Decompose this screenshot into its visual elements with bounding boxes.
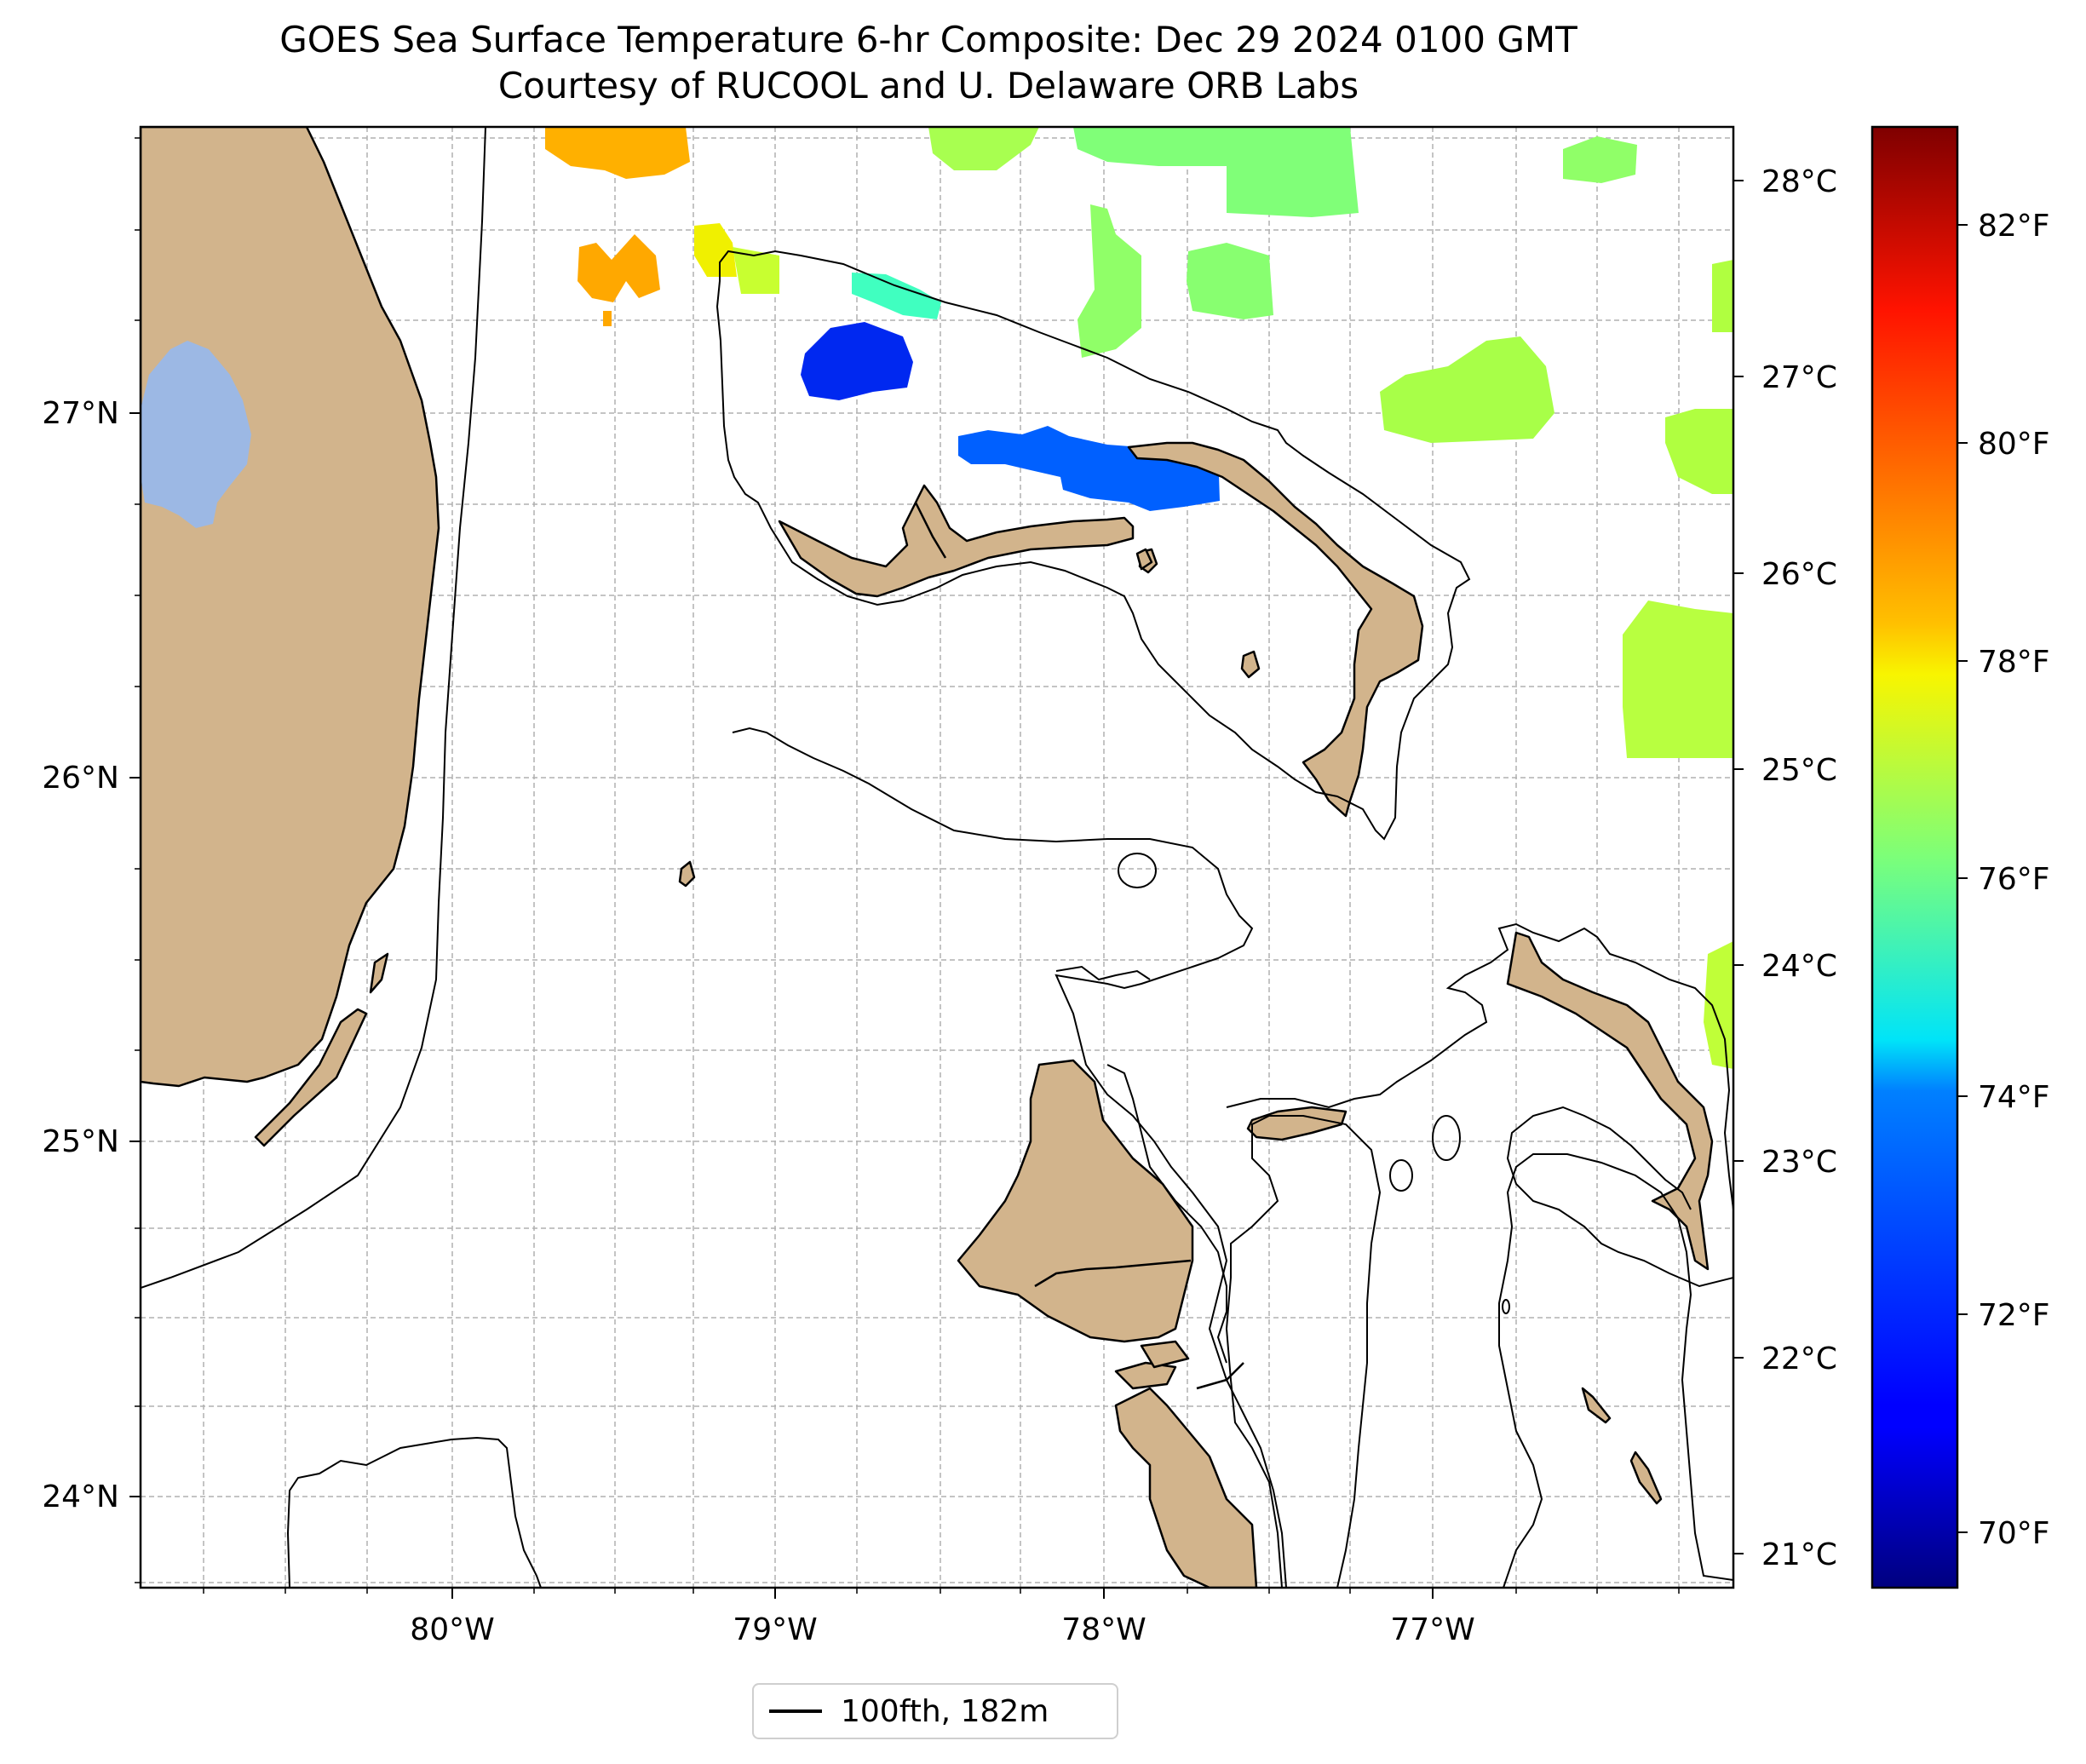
- lake-okeechobee: [141, 341, 251, 528]
- bimini: [678, 860, 696, 888]
- axis-ticks: [129, 412, 1434, 1599]
- andros-south: [1114, 1387, 1258, 1588]
- tongue-inner-contour: [1225, 1115, 1382, 1588]
- andros-island: [957, 1059, 1194, 1343]
- sst-patch-green-north1: [928, 127, 1039, 170]
- sst-patch-yellow: [694, 223, 737, 277]
- bank-hole-3: [1118, 853, 1157, 888]
- celsius-label-22: 22°C: [1761, 1342, 1837, 1376]
- sst-patch-green-east1: [1380, 336, 1554, 443]
- sst-patch-yellowgreen-bank: [733, 247, 779, 294]
- fahrenheit-label-70: 70°F: [1978, 1516, 2050, 1551]
- sst-patch-orange-dot: [603, 311, 612, 326]
- sst-patches: [545, 127, 1733, 1069]
- celsius-axis: 28°C 27°C 26°C 25°C 24°C 23°C 22°C 21°C: [1733, 164, 1837, 1572]
- bank-hole-4: [1502, 1299, 1510, 1314]
- andros-islet-2: [1140, 1340, 1190, 1369]
- sst-patch-green-mid1: [1077, 204, 1141, 358]
- lat-label-26n: 26°N: [42, 761, 119, 796]
- lon-label-79w: 79°W: [733, 1612, 817, 1647]
- sst-patch-green-mid2: [1187, 243, 1273, 319]
- map-legend: 100fth, 182m: [752, 1683, 1118, 1739]
- celsius-label-26: 26°C: [1761, 557, 1837, 592]
- berry-islands-contour: [1055, 965, 1151, 981]
- celsius-label-24: 24°C: [1761, 949, 1837, 984]
- fahrenheit-label-74: 74°F: [1978, 1080, 2050, 1115]
- exuma-sound-contour: [1506, 1106, 1733, 1288]
- exuma-chain-contour: [1498, 1153, 1733, 1588]
- lon-label-80w: 80°W: [410, 1612, 494, 1647]
- fahrenheit-label-82: 82°F: [1978, 209, 2050, 244]
- lat-tick-labels: 27°N 26°N 25°N 24°N: [42, 396, 119, 1514]
- eleuthera: [1506, 931, 1714, 1271]
- axis-minor-ticks: [135, 137, 1680, 1594]
- little-bahama-bank-contour: [715, 250, 1471, 841]
- map-frame: [139, 125, 1735, 1589]
- fahrenheit-axis: 82°F 80°F 78°F 76°F 74°F 72°F 70°F: [1957, 209, 2050, 1551]
- sst-patch-green-east5: [1704, 941, 1733, 1069]
- sst-patch-green-north3: [1563, 136, 1637, 183]
- celsius-label-27: 27°C: [1761, 360, 1837, 395]
- lat-label-24n: 24°N: [42, 1480, 119, 1514]
- sst-patch-blue-west: [801, 322, 913, 400]
- sst-patch-green-north2: [1073, 127, 1359, 217]
- map-subtitle: Courtesy of RUCOOL and U. Delaware ORB L…: [497, 65, 1359, 106]
- fahrenheit-label-80: 80°F: [1978, 427, 2050, 462]
- andros-islet-1: [1114, 1361, 1177, 1390]
- lon-label-78w: 78°W: [1061, 1612, 1146, 1647]
- lon-tick-labels: 80°W 79°W 78°W 77°W: [410, 1612, 1474, 1647]
- florida-shelf-contour: [141, 127, 486, 1289]
- celsius-label-28: 28°C: [1761, 164, 1837, 199]
- sst-patch-cyan: [852, 273, 941, 319]
- fahrenheit-label-78: 78°F: [1978, 645, 2050, 680]
- bank-hole-2: [1389, 1159, 1413, 1192]
- florida-keys: [254, 1008, 368, 1147]
- cay-sal-contour: [286, 1436, 542, 1588]
- tongue-of-ocean-contour: [1226, 922, 1733, 1210]
- key-largo-sliver: [369, 952, 389, 994]
- abaco-islet-1: [1240, 650, 1261, 679]
- map-area: [141, 127, 1733, 1588]
- exuma-islet-1: [1581, 1387, 1612, 1424]
- lat-label-25n: 25°N: [42, 1124, 119, 1159]
- celsius-label-23: 23°C: [1761, 1145, 1837, 1180]
- fahrenheit-label-72: 72°F: [1978, 1298, 2050, 1333]
- abaco-islet-2: [1135, 548, 1153, 571]
- grand-bahama: [778, 484, 1135, 598]
- celsius-label-25: 25°C: [1761, 753, 1837, 788]
- exuma-islet-2: [1629, 1451, 1663, 1505]
- andros-east-contour: [1106, 1064, 1227, 1364]
- abaco: [1127, 441, 1424, 818]
- great-bahama-bank-north-contour: [732, 727, 1287, 1588]
- colorbar: [1871, 125, 1959, 1589]
- lon-label-77w: 77°W: [1390, 1612, 1474, 1647]
- celsius-label-21: 21°C: [1761, 1537, 1837, 1572]
- sst-patch-green-east2: [1712, 260, 1733, 332]
- contour-line-swatch: [769, 1709, 822, 1713]
- sst-patch-green-east4: [1623, 600, 1733, 758]
- sst-patch-orange-small: [578, 234, 660, 302]
- lat-label-27n: 27°N: [42, 396, 119, 431]
- bathymetry-100fth: [141, 127, 1733, 1588]
- bank-hole-1: [1432, 1115, 1461, 1161]
- map-title: GOES Sea Surface Temperature 6-hr Compos…: [279, 19, 1577, 60]
- legend-label: 100fth, 182m: [841, 1693, 1049, 1729]
- fahrenheit-label-76: 76°F: [1978, 862, 2050, 897]
- sst-patch-green-east3: [1665, 409, 1733, 494]
- sst-patch-orange-north: [545, 127, 690, 179]
